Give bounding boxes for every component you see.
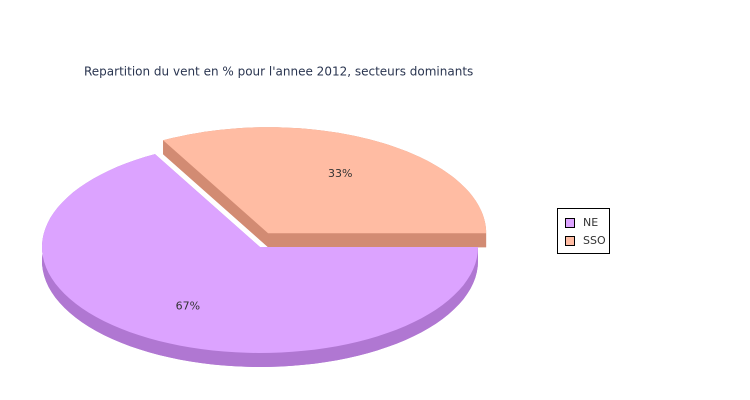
slice-side — [268, 233, 487, 248]
legend-label: NE — [583, 216, 598, 229]
legend-swatch — [565, 236, 575, 246]
chart-title: Repartition du vent en % pour l'annee 20… — [84, 65, 473, 79]
data-label: 33% — [328, 167, 352, 180]
slice — [42, 154, 478, 353]
legend-swatch — [565, 218, 575, 228]
slice — [163, 127, 487, 234]
slice-side — [163, 140, 269, 248]
data-label: 67% — [176, 299, 200, 312]
legend-label: SSO — [583, 234, 606, 247]
